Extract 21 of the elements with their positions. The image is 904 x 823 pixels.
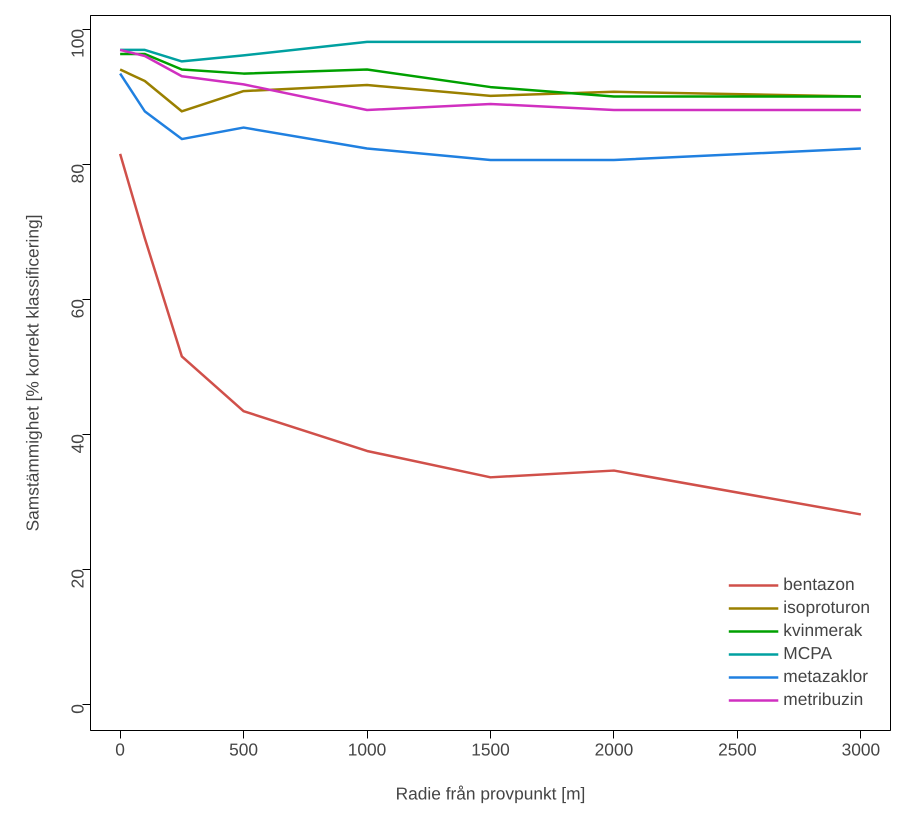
x-tick-label: 500 bbox=[229, 740, 258, 760]
x-tick-label: 1500 bbox=[471, 740, 510, 760]
legend-label: isoproturon bbox=[783, 597, 870, 618]
legend-label: kvinmerak bbox=[783, 620, 862, 641]
y-tick-label: 0 bbox=[68, 704, 88, 714]
y-tick-label: 20 bbox=[68, 569, 88, 588]
y-tick-label: 80 bbox=[68, 164, 88, 184]
legend-label: bentazon bbox=[783, 574, 855, 595]
x-tick-label: 3000 bbox=[842, 740, 880, 760]
legend-label: metazaklor bbox=[783, 666, 868, 687]
y-tick-label: 100 bbox=[68, 28, 88, 58]
legend-label: MCPA bbox=[783, 643, 832, 664]
legend-label: metribuzin bbox=[783, 689, 864, 710]
y-tick-label: 40 bbox=[68, 434, 88, 454]
x-tick-label: 1000 bbox=[348, 740, 386, 760]
x-tick-label: 0 bbox=[115, 740, 125, 760]
y-tick-label: 60 bbox=[68, 299, 88, 318]
x-tick-label: 2000 bbox=[594, 740, 634, 760]
x-tick-label: 2500 bbox=[718, 740, 757, 760]
x-axis-title: Radie från provpunkt [m] bbox=[396, 784, 586, 804]
y-axis-title: Samstämmighet [% korrekt klassificering] bbox=[22, 214, 42, 532]
